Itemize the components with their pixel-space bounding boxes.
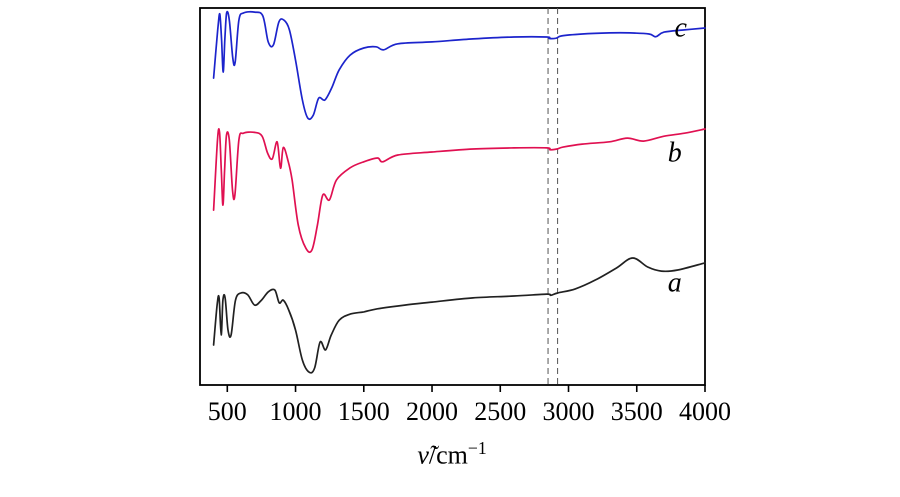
- x-tick-label: 3000: [543, 397, 595, 426]
- curve-label-a: a: [668, 268, 682, 299]
- x-axis-label-exponent: −1: [467, 438, 487, 458]
- x-tick-label: 4000: [679, 397, 731, 426]
- curve-label-b: b: [668, 137, 682, 168]
- x-tick-label: 3500: [611, 397, 663, 426]
- x-axis-label-nu: ν̃: [417, 440, 429, 470]
- curve-b: [212, 128, 706, 254]
- curve-c: [212, 10, 706, 120]
- x-axis-label: ν̃/cm−1: [417, 438, 486, 471]
- x-tick-label: 2500: [474, 397, 526, 426]
- x-tick-label: 500: [208, 397, 247, 426]
- curve-label-c: c: [675, 12, 688, 43]
- x-tick-label: 1000: [270, 397, 322, 426]
- curve-a: [212, 257, 706, 374]
- plot-frame: [199, 7, 706, 386]
- x-axis-label-unit: /cm: [428, 440, 468, 470]
- x-tick-label: 1500: [338, 397, 390, 426]
- x-tick-label: 2000: [406, 397, 458, 426]
